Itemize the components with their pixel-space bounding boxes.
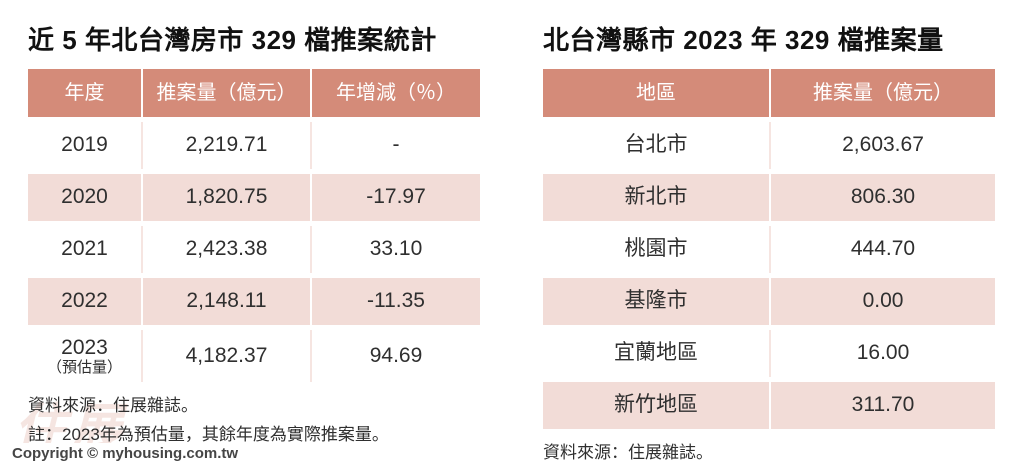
- change-cell: 33.10: [310, 226, 480, 273]
- year-cell: 2023 （預估量）: [28, 330, 141, 382]
- change-cell: -11.35: [310, 278, 480, 325]
- volume-cell: 2,148.11: [141, 278, 310, 325]
- header-yoy-change: 年增減（％）: [310, 69, 480, 117]
- volume-cell: 16.00: [769, 330, 995, 377]
- right-table: 地區 推案量（億元） 台北市 2,603.67 新北市 806.30 桃園市 4…: [543, 69, 995, 429]
- volume-cell: 1,820.75: [141, 174, 310, 221]
- left-table-panel: 近 5 年北台灣房市 329 檔推案統計 年度 推案量（億元） 年增減（％） 2…: [28, 20, 480, 445]
- volume-cell: 806.30: [769, 174, 995, 221]
- change-cell: 94.69: [310, 330, 480, 382]
- right-table-header-row: 地區 推案量（億元）: [543, 69, 995, 117]
- header-volume: 推案量（億元）: [141, 69, 310, 117]
- volume-cell: 0.00: [769, 278, 995, 325]
- table-row: 台北市 2,603.67: [543, 122, 995, 169]
- table-row: 新北市 806.30: [543, 174, 995, 221]
- volume-cell: 4,182.37: [141, 330, 310, 382]
- region-cell: 新北市: [624, 185, 688, 209]
- table-row: 桃園市 444.70: [543, 226, 995, 273]
- right-table-title: 北台灣縣市 2023 年 329 檔推案量: [543, 25, 944, 55]
- year-cell: 2021: [61, 237, 108, 261]
- header-volume: 推案量（億元）: [769, 69, 995, 117]
- table-row: 2020 1,820.75 -17.97: [28, 174, 480, 221]
- header-region: 地區: [636, 81, 676, 104]
- region-cell: 新竹地區: [614, 393, 698, 417]
- table-row: 2021 2,423.38 33.10: [28, 226, 480, 273]
- region-cell: 台北市: [624, 133, 688, 157]
- table-row: 宜蘭地區 16.00: [543, 330, 995, 377]
- year-estimate-note: （預估量）: [46, 359, 122, 377]
- left-table: 年度 推案量（億元） 年增減（％） 2019 2,219.71 - 2020 1…: [28, 69, 480, 382]
- region-cell: 基隆市: [624, 289, 688, 313]
- volume-cell: 311.70: [769, 382, 995, 429]
- volume-cell: 2,423.38: [141, 226, 310, 273]
- year-cell: 2019: [61, 133, 108, 157]
- table-row: 2019 2,219.71 -: [28, 122, 480, 169]
- left-note-line: 註：2023年為預估量，其餘年度為實際推案量。: [28, 425, 389, 444]
- table-row: 2022 2,148.11 -11.35: [28, 278, 480, 325]
- copyright-text: Copyright © myhousing.com.tw: [12, 443, 247, 464]
- change-cell: -: [310, 122, 480, 169]
- left-table-title: 近 5 年北台灣房市 329 檔推案統計: [28, 25, 437, 55]
- table-row: 2023 （預估量） 4,182.37 94.69: [28, 330, 480, 382]
- table-row: 基隆市 0.00: [543, 278, 995, 325]
- year-label: 2023: [61, 336, 108, 360]
- volume-cell: 2,219.71: [141, 122, 310, 169]
- change-cell: -17.97: [310, 174, 480, 221]
- region-cell: 宜蘭地區: [614, 341, 698, 365]
- volume-cell: 2,603.67: [769, 122, 995, 169]
- header-year: 年度: [64, 81, 105, 104]
- left-table-header-row: 年度 推案量（億元） 年增減（％）: [28, 69, 480, 117]
- region-cell: 桃園市: [624, 237, 688, 261]
- volume-cell: 444.70: [769, 226, 995, 273]
- year-cell: 2020: [61, 185, 108, 209]
- right-source-line: 資料來源：住展雜誌。: [543, 443, 713, 462]
- year-cell: 2022: [61, 289, 108, 313]
- table-row: 新竹地區 311.70: [543, 382, 995, 429]
- right-table-panel: 北台灣縣市 2023 年 329 檔推案量 地區 推案量（億元） 台北市 2,6…: [543, 20, 995, 463]
- left-source-line: 資料來源：住展雜誌。: [28, 396, 198, 415]
